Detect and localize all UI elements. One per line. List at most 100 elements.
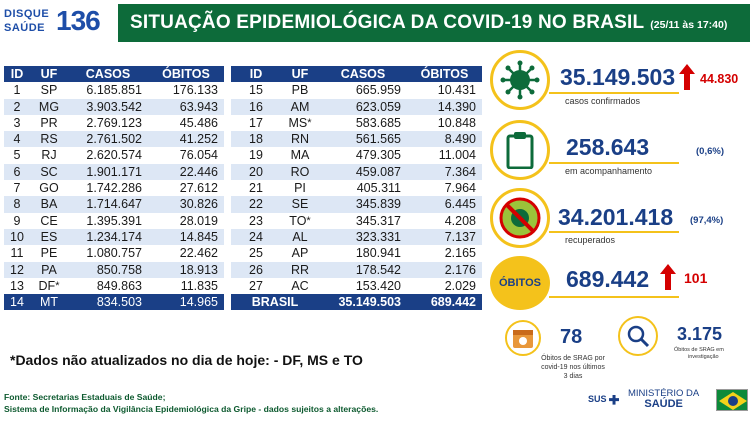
row-obitos: 10.431 bbox=[407, 82, 482, 99]
row-obitos: 11.004 bbox=[407, 147, 482, 164]
row-uf: MA bbox=[281, 147, 319, 164]
clipboard-icon bbox=[490, 120, 550, 180]
divider-line bbox=[549, 92, 679, 94]
magnifier-icon bbox=[618, 316, 658, 356]
monitoring-label: em acompanhamento bbox=[565, 166, 653, 176]
virus-icon bbox=[490, 50, 550, 110]
table-row: 11 PE 1.080.757 22.462 bbox=[4, 245, 224, 262]
source-footer: Fonte: Secretarias Estaduais de Saúde; S… bbox=[4, 391, 378, 415]
row-casos: 623.059 bbox=[319, 98, 407, 115]
row-obitos: 2.165 bbox=[407, 245, 482, 262]
row-id: 8 bbox=[4, 196, 30, 213]
table-row: 16 AM 623.059 14.390 bbox=[231, 98, 482, 115]
asterisk-marker: * bbox=[55, 279, 60, 292]
table-header-row: ID UF CASOS ÓBITOS bbox=[4, 66, 224, 83]
row-obitos: 14.965 bbox=[148, 294, 224, 311]
row-uf: RS bbox=[30, 131, 68, 148]
row-obitos: 45.486 bbox=[148, 114, 224, 132]
row-id: 20 bbox=[231, 163, 281, 181]
recovered-percent: (97,4%) bbox=[690, 215, 724, 226]
row-id: 22 bbox=[231, 196, 281, 213]
arrow-up-icon bbox=[660, 264, 676, 295]
row-casos: 345.317 bbox=[319, 212, 407, 229]
row-uf: DF* bbox=[30, 277, 68, 295]
brazil-flag-icon bbox=[716, 389, 748, 411]
row-uf: SP bbox=[30, 82, 68, 99]
srag-deaths-label-2: covid-19 nos últimos bbox=[541, 364, 605, 371]
row-id: 25 bbox=[231, 245, 281, 262]
state-table-left: ID UF CASOS ÓBITOS 1 SP 6.185.851 176.133 2 M… bbox=[4, 66, 224, 311]
row-uf: PI bbox=[281, 180, 319, 197]
row-id: 24 bbox=[231, 228, 281, 246]
table-row: 20 RO 459.087 7.364 bbox=[231, 163, 482, 181]
row-uf: PA bbox=[30, 261, 68, 278]
table-row: 23 TO* 345.317 4.208 bbox=[231, 212, 482, 229]
row-id: 11 bbox=[4, 245, 30, 262]
update-date: (25/11 às 17:40) bbox=[650, 19, 728, 31]
row-casos: 561.565 bbox=[319, 131, 407, 148]
table-row: 27 AC 153.420 2.029 bbox=[231, 277, 482, 295]
row-id: 14 bbox=[4, 294, 30, 311]
logo-number: 136 bbox=[56, 5, 101, 36]
row-casos: 323.331 bbox=[319, 228, 407, 246]
row-uf: RR bbox=[281, 261, 319, 278]
sus-label: SUS bbox=[588, 394, 607, 404]
row-obitos: 27.612 bbox=[148, 180, 224, 197]
header-id: ID bbox=[4, 66, 30, 83]
deaths-increase: 101 bbox=[684, 270, 708, 286]
row-obitos: 14.845 bbox=[148, 228, 224, 246]
row-casos: 1.395.391 bbox=[68, 212, 148, 229]
asterisk-marker: * bbox=[306, 214, 311, 227]
row-obitos: 22.462 bbox=[148, 245, 224, 262]
row-uf: AP bbox=[281, 245, 319, 262]
row-obitos: 2.176 bbox=[407, 261, 482, 278]
row-obitos: 11.835 bbox=[148, 277, 224, 295]
row-id: 27 bbox=[231, 277, 281, 295]
table-row: 3 PR 2.769.123 45.486 bbox=[4, 114, 224, 132]
row-casos: 405.311 bbox=[319, 180, 407, 197]
table-row: 1 SP 6.185.851 176.133 bbox=[4, 82, 224, 99]
row-id: 7 bbox=[4, 180, 30, 197]
state-table-right: ID UF CASOS ÓBITOS 15 PB 665.959 10.431 16 AM… bbox=[231, 66, 482, 311]
recovered-value: 34.201.418 bbox=[558, 204, 674, 230]
row-obitos: 4.208 bbox=[407, 212, 482, 229]
ministry-label: MINISTÉRIO DA SAÚDE bbox=[628, 388, 699, 410]
row-id: 15 bbox=[231, 82, 281, 99]
row-id: 5 bbox=[4, 147, 30, 164]
row-obitos: 8.490 bbox=[407, 131, 482, 148]
row-casos: 2.769.123 bbox=[68, 114, 148, 132]
row-casos: 665.959 bbox=[319, 82, 407, 99]
total-label: BRASIL bbox=[231, 294, 319, 311]
confirmed-label: casos confirmados bbox=[565, 96, 641, 106]
row-obitos: 18.913 bbox=[148, 261, 224, 278]
table-row: 15 PB 665.959 10.431 bbox=[231, 82, 482, 99]
row-casos: 6.185.851 bbox=[68, 82, 148, 99]
row-uf: AC bbox=[281, 277, 319, 295]
logo-line1: DISQUE bbox=[4, 8, 50, 20]
row-uf: PE bbox=[30, 245, 68, 262]
row-uf: PR bbox=[30, 114, 68, 132]
row-uf: GO bbox=[30, 180, 68, 197]
monitoring-value: 258.643 bbox=[566, 134, 650, 160]
row-id: 1 bbox=[4, 82, 30, 99]
row-obitos: 7.964 bbox=[407, 180, 482, 197]
row-uf: AM bbox=[281, 98, 319, 115]
row-id: 3 bbox=[4, 114, 30, 132]
row-obitos: 176.133 bbox=[148, 82, 224, 99]
row-id: 18 bbox=[231, 131, 281, 148]
srag-deaths-value: 78 bbox=[560, 326, 583, 348]
row-obitos: 6.445 bbox=[407, 196, 482, 213]
row-id: 10 bbox=[4, 228, 30, 246]
row-uf: ES bbox=[30, 228, 68, 246]
confirmed-cases-value: 35.149.503 bbox=[560, 64, 676, 90]
table-row: 2 MG 3.903.542 63.943 bbox=[4, 98, 224, 115]
deaths-value: 689.442 bbox=[566, 266, 650, 292]
row-id: 19 bbox=[231, 147, 281, 164]
deaths-circle-label: ÓBITOS bbox=[499, 277, 541, 289]
total-casos: 35.149.503 bbox=[319, 294, 407, 311]
table-row: 8 BA 1.714.647 30.826 bbox=[4, 196, 224, 213]
row-uf: BA bbox=[30, 196, 68, 213]
total-obitos: 689.442 bbox=[407, 294, 482, 311]
table-row: 9 CE 1.395.391 28.019 bbox=[4, 212, 224, 229]
header-uf: UF bbox=[30, 66, 68, 83]
